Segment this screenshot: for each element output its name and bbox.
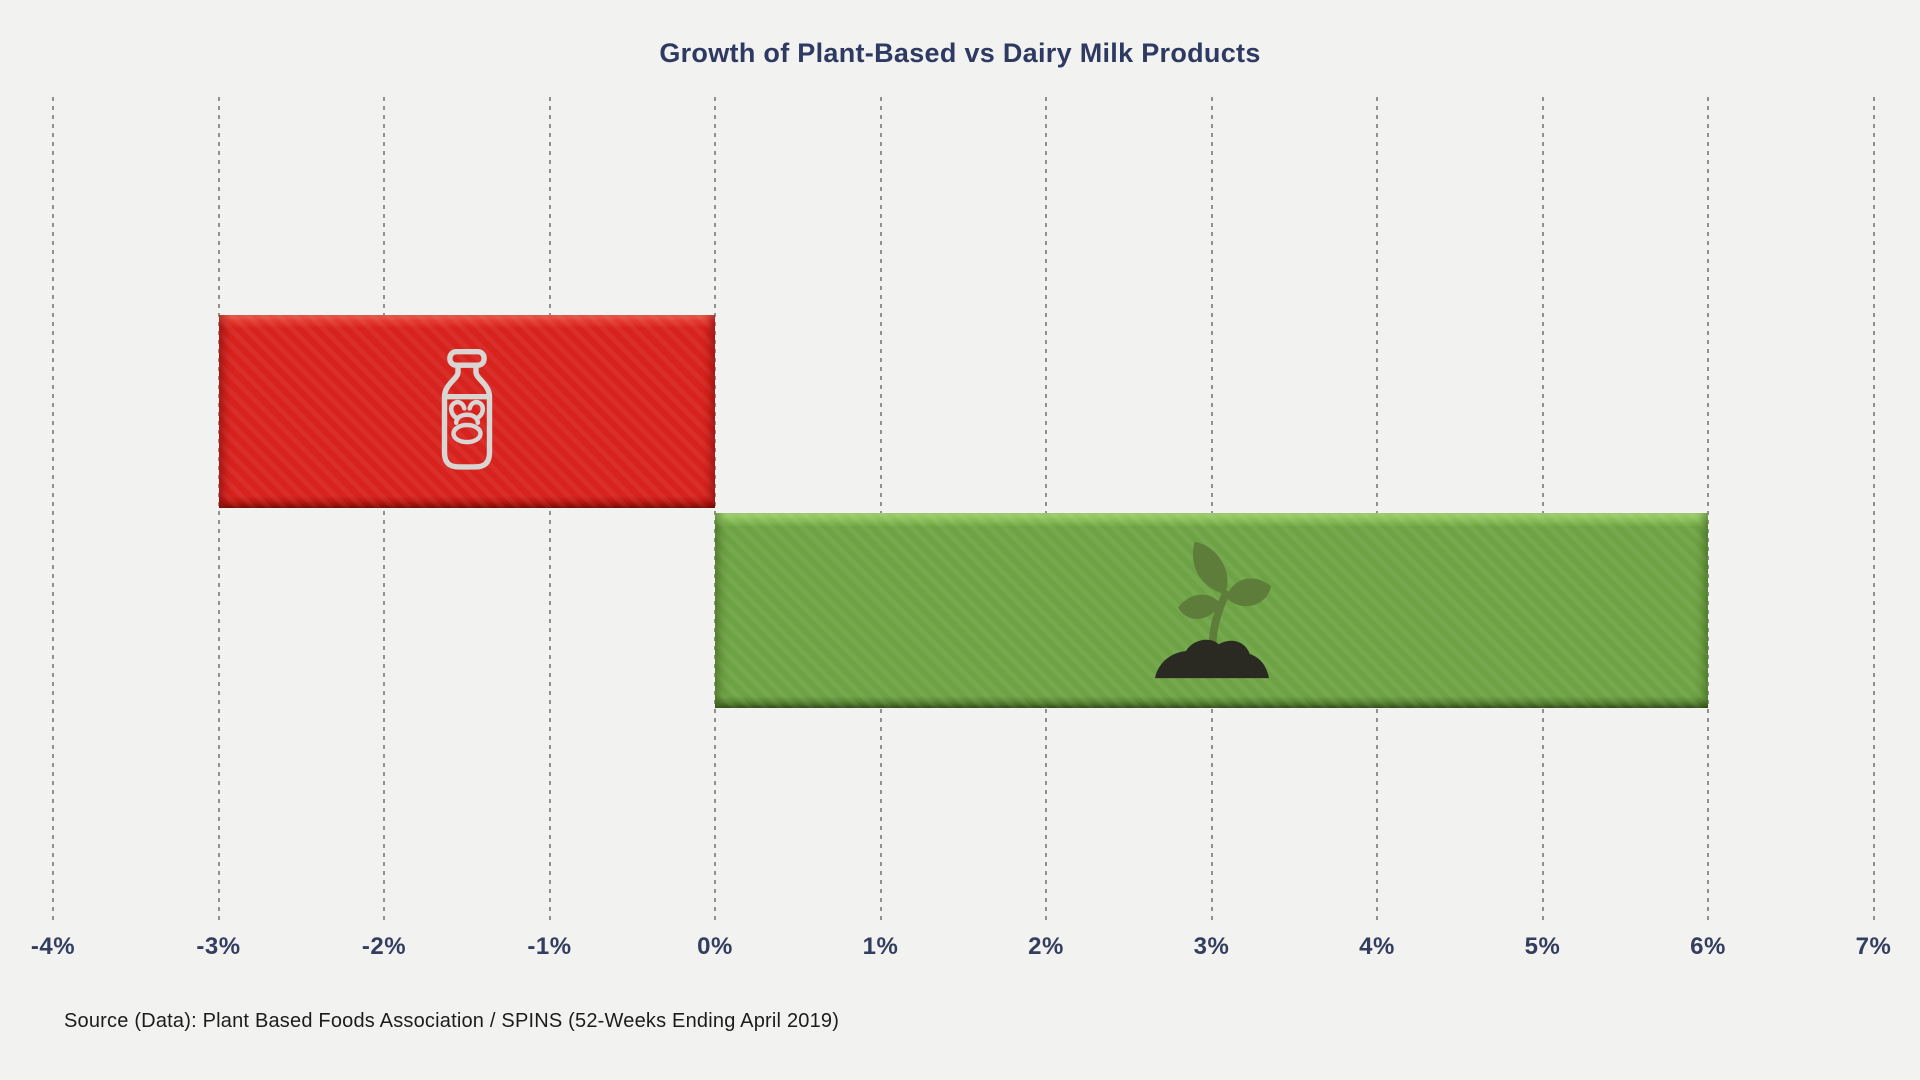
source-note: Source (Data): Plant Based Foods Associa… xyxy=(64,1010,840,1032)
gridline-5% xyxy=(1541,97,1544,925)
x-tick-label-1%: 1% xyxy=(862,933,899,960)
milk-bottle-cow-icon xyxy=(441,348,492,470)
gridline--4% xyxy=(52,97,54,925)
chart-title: Growth of Plant-Based vs Dairy Milk Prod… xyxy=(659,38,1261,68)
gridline-4% xyxy=(1376,97,1378,925)
gridline--2% xyxy=(383,97,385,925)
gridline-0% xyxy=(714,97,716,925)
x-tick-label--1%: -1% xyxy=(527,933,572,960)
x-tick-label--2%: -2% xyxy=(361,933,407,960)
x-tick-label-4%: 4% xyxy=(1359,933,1395,960)
gridline--1% xyxy=(548,97,551,925)
x-tick-label-0%: 0% xyxy=(697,933,733,960)
dairy-milk-bar xyxy=(218,315,715,508)
x-tick-label--4%: -4% xyxy=(30,933,76,960)
x-tick-label-6%: 6% xyxy=(1690,933,1726,960)
gridline-6% xyxy=(1707,97,1709,925)
x-tick-label-7%: 7% xyxy=(1855,933,1892,960)
x-tick-label-5%: 5% xyxy=(1524,933,1561,960)
gridline-7% xyxy=(1872,97,1875,925)
gridline-1% xyxy=(879,97,882,925)
x-tick-label--3%: -3% xyxy=(196,933,241,960)
gridline--3% xyxy=(217,97,220,925)
sprout-icon xyxy=(1154,541,1271,679)
gridline-3% xyxy=(1210,97,1213,925)
plant-based-milk-bar xyxy=(715,513,1708,708)
gridline-2% xyxy=(1045,97,1047,925)
x-tick-label-3%: 3% xyxy=(1193,933,1230,960)
x-tick-label-2%: 2% xyxy=(1028,933,1064,960)
